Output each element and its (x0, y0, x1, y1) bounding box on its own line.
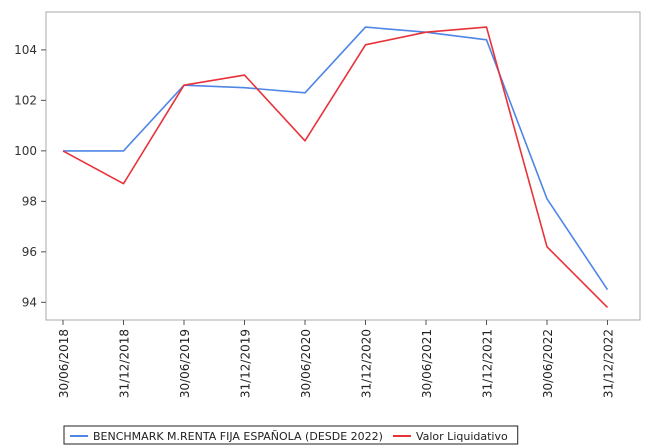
x-tick-label: 31/12/2019 (239, 329, 253, 398)
y-tick-label: 102 (14, 93, 37, 107)
x-tick-label: 30/06/2021 (420, 329, 434, 398)
y-tick-label: 104 (14, 43, 37, 57)
series-lines (62, 26, 609, 308)
x-tick-label: 30/06/2019 (178, 329, 192, 398)
plot-area (45, 11, 641, 321)
x-tick-label: 31/12/2020 (360, 329, 374, 398)
x-tick-label: 30/06/2018 (57, 329, 71, 398)
legend-label: Valor Liquidativo (416, 430, 508, 443)
y-tick-label: 96 (22, 245, 37, 259)
x-tick-label: 31/12/2021 (481, 329, 495, 398)
x-tick-label: 31/12/2018 (118, 329, 132, 398)
valor-liquidativo-series-line (62, 26, 609, 308)
x-tick-label: 30/06/2020 (299, 329, 313, 398)
legend: BENCHMARK M.RENTA FIJA ESPAÑOLA (DESDE 2… (63, 425, 519, 445)
benchmark-series-line (63, 26, 609, 291)
x-tick-label: 31/12/2022 (602, 329, 616, 398)
y-tick-label: 100 (14, 144, 37, 158)
x-axis: 30/06/2018 31/12/2018 30/06/2019 31/12/2019… (57, 320, 616, 398)
y-tick-label: 98 (22, 194, 37, 208)
legend-box (63, 425, 519, 445)
y-tick-label: 94 (22, 295, 37, 309)
legend-label: BENCHMARK M.RENTA FIJA ESPAÑOLA (DESDE 2… (93, 430, 383, 443)
x-tick-label: 30/06/2022 (541, 329, 555, 398)
y-axis: 94 96 98 100 102 104 (14, 43, 46, 309)
